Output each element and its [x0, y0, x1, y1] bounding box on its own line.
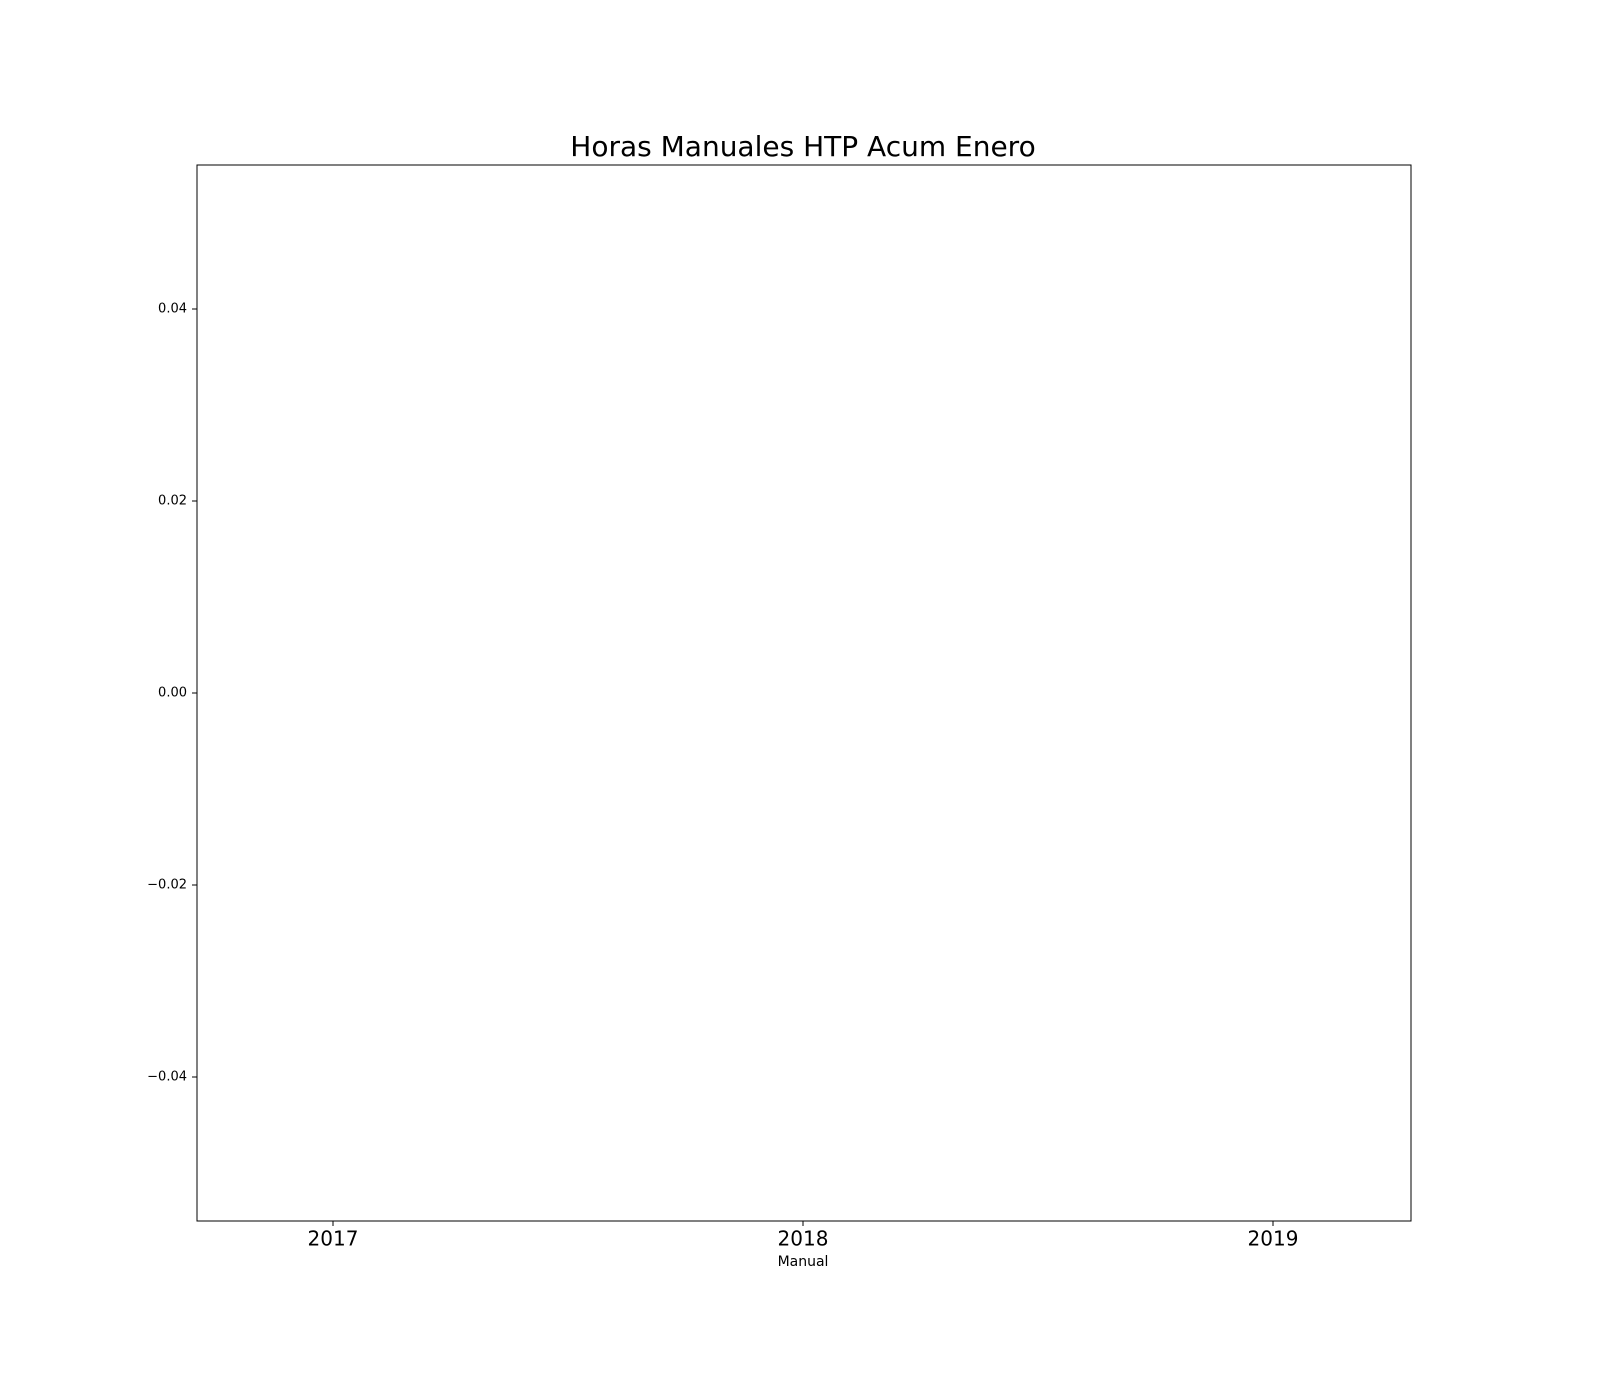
x-tick-label: 2018 [778, 1227, 829, 1251]
y-tick-label: −0.02 [147, 878, 187, 893]
x-tick-label: 2017 [308, 1227, 359, 1251]
x-axis-label: Manual [778, 1254, 829, 1270]
y-tick-label: 0.04 [158, 302, 187, 317]
x-tick-label: 2019 [1248, 1227, 1299, 1251]
y-tick-label: 0.00 [158, 686, 187, 701]
chart-title: Horas Manuales HTP Acum Enero [570, 130, 1035, 163]
y-tick-label: −0.04 [147, 1070, 187, 1085]
y-tick-label: 0.02 [158, 494, 187, 509]
